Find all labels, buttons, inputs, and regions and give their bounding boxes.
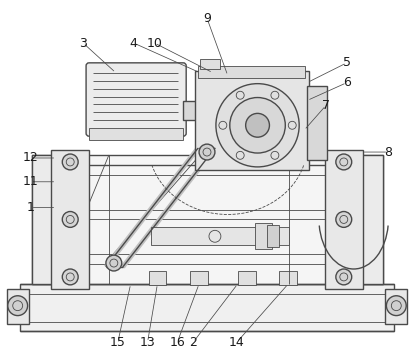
Bar bbox=[31, 155, 382, 284]
Bar bbox=[199, 59, 219, 69]
Text: 4: 4 bbox=[129, 37, 137, 50]
Text: 14: 14 bbox=[228, 336, 244, 349]
Text: 5: 5 bbox=[342, 56, 350, 69]
Text: 13: 13 bbox=[139, 336, 155, 349]
Circle shape bbox=[335, 154, 351, 170]
Circle shape bbox=[245, 113, 269, 137]
Bar bbox=[190, 271, 207, 285]
Text: 3: 3 bbox=[79, 37, 87, 50]
Circle shape bbox=[62, 269, 78, 285]
Bar bbox=[31, 155, 66, 284]
Bar bbox=[254, 224, 272, 249]
Bar bbox=[197, 66, 304, 78]
Text: 9: 9 bbox=[202, 12, 211, 25]
Circle shape bbox=[335, 212, 351, 227]
Bar bbox=[150, 227, 289, 245]
Circle shape bbox=[216, 84, 299, 167]
Text: 2: 2 bbox=[189, 336, 197, 349]
Bar bbox=[7, 289, 28, 323]
Bar bbox=[348, 155, 382, 284]
Text: 6: 6 bbox=[342, 76, 350, 89]
FancyBboxPatch shape bbox=[86, 63, 186, 136]
Bar bbox=[279, 271, 297, 285]
Bar bbox=[237, 271, 255, 285]
Circle shape bbox=[229, 98, 285, 153]
Circle shape bbox=[199, 144, 214, 160]
Bar bbox=[195, 71, 309, 170]
Circle shape bbox=[62, 212, 78, 227]
Circle shape bbox=[62, 154, 78, 170]
Circle shape bbox=[8, 296, 28, 316]
Bar bbox=[267, 225, 279, 247]
Bar bbox=[51, 150, 89, 289]
Circle shape bbox=[385, 296, 405, 316]
Circle shape bbox=[106, 255, 121, 271]
Text: 16: 16 bbox=[169, 336, 185, 349]
Text: 8: 8 bbox=[383, 145, 392, 158]
Text: 1: 1 bbox=[26, 201, 34, 214]
Text: 7: 7 bbox=[321, 99, 329, 112]
Bar bbox=[324, 150, 362, 289]
Bar bbox=[89, 128, 183, 140]
Bar bbox=[20, 284, 393, 332]
Bar bbox=[385, 289, 406, 323]
Bar bbox=[148, 271, 166, 285]
Text: 12: 12 bbox=[23, 151, 38, 164]
Bar bbox=[31, 155, 382, 309]
Bar bbox=[306, 86, 326, 160]
Circle shape bbox=[335, 269, 351, 285]
Text: 15: 15 bbox=[109, 336, 126, 349]
Text: 11: 11 bbox=[23, 175, 38, 188]
Text: 10: 10 bbox=[146, 37, 162, 50]
Bar bbox=[183, 101, 197, 120]
